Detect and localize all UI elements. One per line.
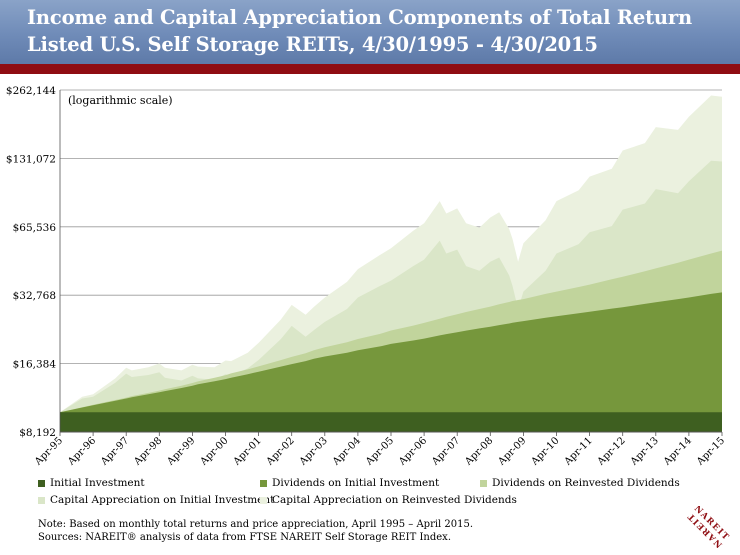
legend-label: Capital Appreciation on Reinvested Divid… <box>272 494 517 506</box>
legend-label: Initial Investment <box>50 477 145 489</box>
area-series-2 <box>60 292 722 432</box>
legend-swatch <box>38 496 45 504</box>
legend-item-dividends-initial: Dividends on Initial Investment <box>260 477 439 489</box>
y-tick-label: $32,768 <box>13 290 56 302</box>
x-tick-label: Apr-04 <box>330 435 363 468</box>
x-tick-label: Apr-03 <box>297 435 330 468</box>
nareit-logo: NAREIT NAREIT <box>686 506 732 548</box>
x-tick-label: Apr-09 <box>496 435 529 468</box>
x-tick-label: Apr-14 <box>661 435 694 468</box>
legend-swatch <box>480 479 487 487</box>
legend-item-dividends-reinvested: Dividends on Reinvested Dividends <box>480 477 680 489</box>
x-tick-label: Apr-01 <box>231 435 264 468</box>
y-tick-label: $131,072 <box>6 153 56 165</box>
x-tick-label: Apr-95 <box>32 435 65 468</box>
x-tick-label: Apr-05 <box>363 435 396 468</box>
x-tick-label: Apr-10 <box>529 435 562 468</box>
y-tick-label: $16,384 <box>13 359 57 371</box>
legend-item-capital-initial: Capital Appreciation on Initial Investme… <box>38 494 274 506</box>
x-tick-label: Apr-96 <box>65 435 98 468</box>
x-tick-label: Apr-02 <box>264 435 297 468</box>
chart-title-line-2: Listed U.S. Self Storage REITs, 4/30/199… <box>27 33 598 56</box>
x-tick-label: Apr-08 <box>463 435 496 468</box>
legend-label: Dividends on Reinvested Dividends <box>492 477 680 489</box>
footnotes: Note: Based on monthly total returns and… <box>38 518 473 544</box>
x-tick-label: Apr-13 <box>628 435 661 468</box>
source-line: Sources: NAREIT® analysis of data from F… <box>38 532 451 543</box>
x-tick-label: Apr-06 <box>396 435 429 468</box>
chart-title-line-1: Income and Capital Appreciation Componen… <box>27 6 692 29</box>
legend-swatch <box>38 479 45 487</box>
x-tick-label: Apr-15 <box>694 435 727 468</box>
legend-item-initial-investment: Initial Investment <box>38 477 145 489</box>
title-band: Income and Capital Appreciation Componen… <box>0 0 740 64</box>
log-scale-annotation: (logarithmic scale) <box>68 94 173 107</box>
y-tick-label: $262,144 <box>6 85 56 97</box>
x-tick-label: Apr-00 <box>198 435 231 468</box>
legend-label: Dividends on Initial Investment <box>272 477 440 489</box>
area-chart: $8,192 $16,384 $32,768 $65,536 $131,072 $262,… <box>6 85 727 468</box>
legend-swatch <box>260 479 267 487</box>
x-tick-label: Apr-99 <box>165 435 198 468</box>
legend-item-capital-reinvested: Capital Appreciation on Reinvested Divid… <box>260 494 517 506</box>
area-layer <box>60 95 722 432</box>
y-tick-label: $65,536 <box>13 222 57 234</box>
x-tick-label: Apr-12 <box>595 435 628 468</box>
legend-swatch <box>260 496 267 504</box>
x-tick-label: Apr-98 <box>132 435 165 468</box>
area-series-1 <box>60 412 722 432</box>
x-tick-label: Apr-07 <box>429 435 462 468</box>
accent-bar <box>0 64 740 74</box>
x-tick-label: Apr-11 <box>562 435 595 468</box>
y-tick-label: $8,192 <box>19 427 56 439</box>
legend-label: Capital Appreciation on Initial Investme… <box>50 494 275 506</box>
x-tick-label: Apr-97 <box>98 435 131 468</box>
note-line: Note: Based on monthly total returns and… <box>38 519 474 530</box>
